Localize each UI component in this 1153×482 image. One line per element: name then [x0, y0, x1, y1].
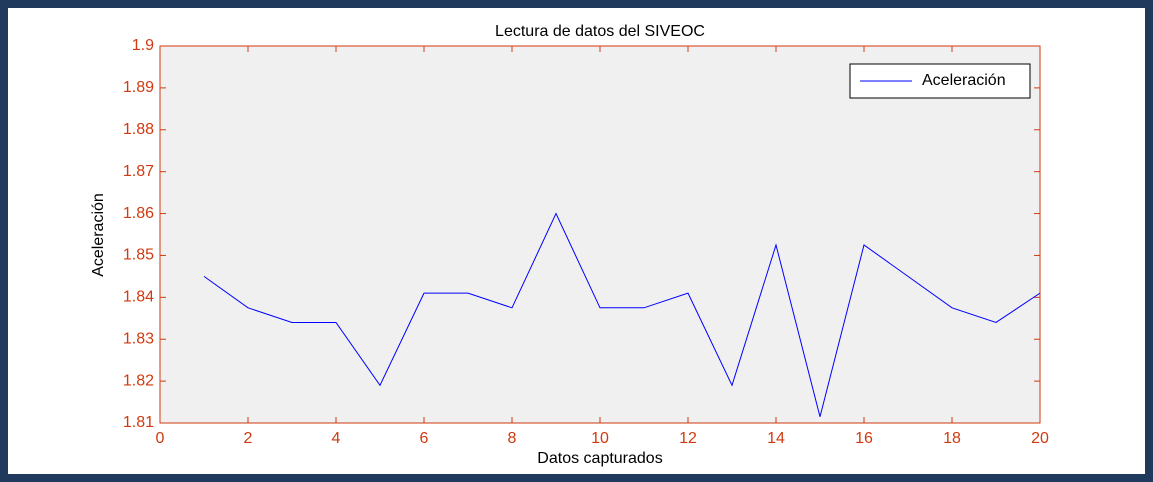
x-axis-label: Datos capturados [537, 450, 662, 467]
y-tick-label: 1.82 [123, 372, 154, 389]
y-tick-label: 1.86 [123, 205, 154, 222]
chart-title: Lectura de datos del SIVEOC [495, 23, 705, 40]
y-tick-label: 1.81 [123, 414, 154, 431]
x-tick-label: 4 [332, 430, 341, 447]
x-tick-label: 20 [1031, 430, 1049, 447]
x-tick-label: 14 [767, 430, 785, 447]
data-line [203, 212, 1041, 417]
y-tick-label: 1.85 [123, 247, 154, 264]
y-tick-label: 1.83 [123, 330, 154, 347]
legend-label: Aceleración [922, 72, 1006, 89]
x-tick-label: 0 [156, 430, 165, 447]
y-tick-label: 1.88 [123, 121, 154, 138]
x-tick-label: 12 [679, 430, 697, 447]
x-tick-label: 8 [508, 430, 517, 447]
y-axis-label: Aceleración [90, 193, 107, 277]
plot-area [159, 45, 1041, 424]
y-tick-label: 1.89 [123, 79, 154, 96]
y-tick-label: 1.9 [132, 37, 154, 54]
chart: Lectura de datos del SIVEOC Datos captur… [90, 23, 1049, 467]
x-tick-label: 2 [244, 430, 253, 447]
x-tick-label: 18 [943, 430, 961, 447]
y-tick-label: 1.84 [123, 289, 154, 306]
x-tick-label: 6 [420, 430, 429, 447]
y-tick-label: 1.87 [123, 163, 154, 180]
x-tick-label: 10 [591, 430, 609, 447]
x-tick-label: 16 [855, 430, 873, 447]
